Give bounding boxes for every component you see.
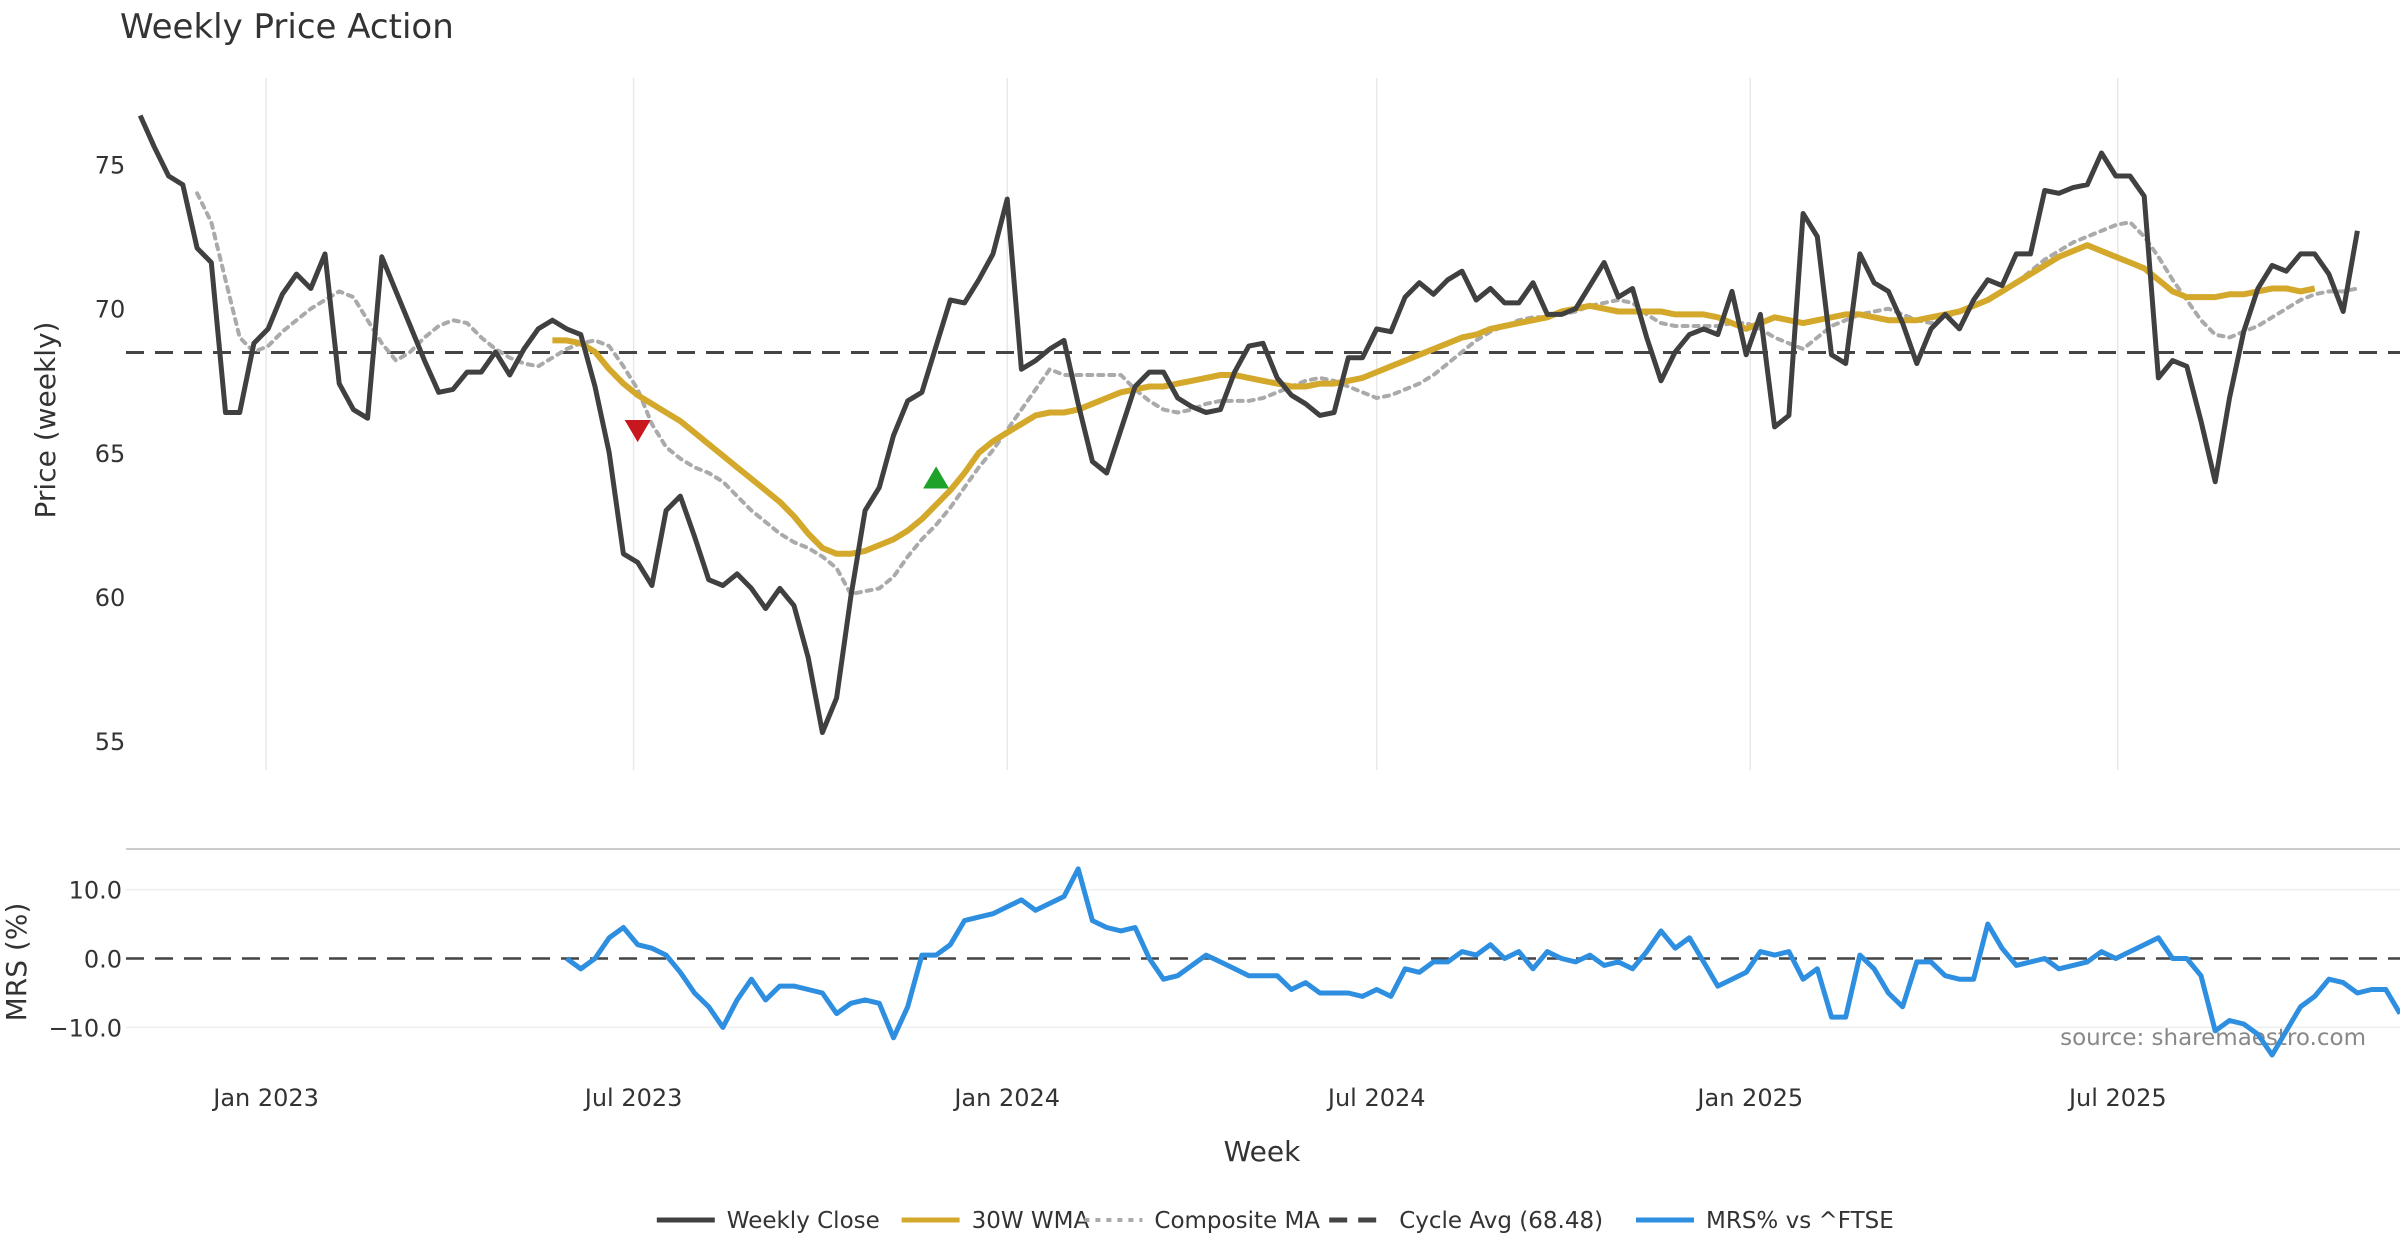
series-mrs [565,866,2400,1058]
price-y-tick-label: 55 [95,728,126,756]
series-30w-wma [552,242,2316,557]
price-y-tick-label: 70 [95,296,126,324]
x-tick-label: Jan 2025 [1695,1084,1803,1112]
legend-label: Weekly Close [727,1208,880,1234]
buy-signal-marker [923,466,950,489]
x-tick-label: Jan 2023 [211,1084,319,1112]
legend-label: Composite MA [1154,1208,1320,1234]
legend-label: 30W WMA [972,1208,1090,1234]
price-y-axis-label: Price (weekly) [29,322,62,519]
x-tick-label: Jul 2024 [1326,1084,1426,1112]
x-tick-label: Jul 2023 [583,1084,683,1112]
price-y-tick-label: 75 [95,152,126,180]
x-axis-label: Week [1224,1135,1301,1168]
sell-signal-marker [624,420,651,443]
price-y-tick-label: 65 [95,440,126,468]
mrs-y-tick-label: 0.0 [84,946,122,974]
chart-title: Weekly Price Action [120,7,454,47]
mrs-y-tick-label: 10.0 [69,877,122,905]
mrs-y-tick-label: −10.0 [48,1014,122,1042]
price-y-tick-label: 60 [95,584,126,612]
x-tick-label: Jul 2025 [2067,1084,2167,1112]
mrs-y-axis-label: MRS (%) [0,903,33,1022]
x-tick-label: Jan 2024 [952,1084,1060,1112]
legend: Weekly Close 30W WMA Composite MA Cycle Avg… [656,1208,1894,1234]
legend-label: Cycle Avg (68.48) [1399,1208,1603,1234]
plot-layer: Jan 2023 Jul 2023 Jan 2024 Jul 2024 Jan 2025… [48,78,2400,1112]
series-weekly-close [137,114,2360,735]
legend-label: MRS% vs ^FTSE [1706,1208,1894,1234]
series-composite-ma [195,191,2360,597]
